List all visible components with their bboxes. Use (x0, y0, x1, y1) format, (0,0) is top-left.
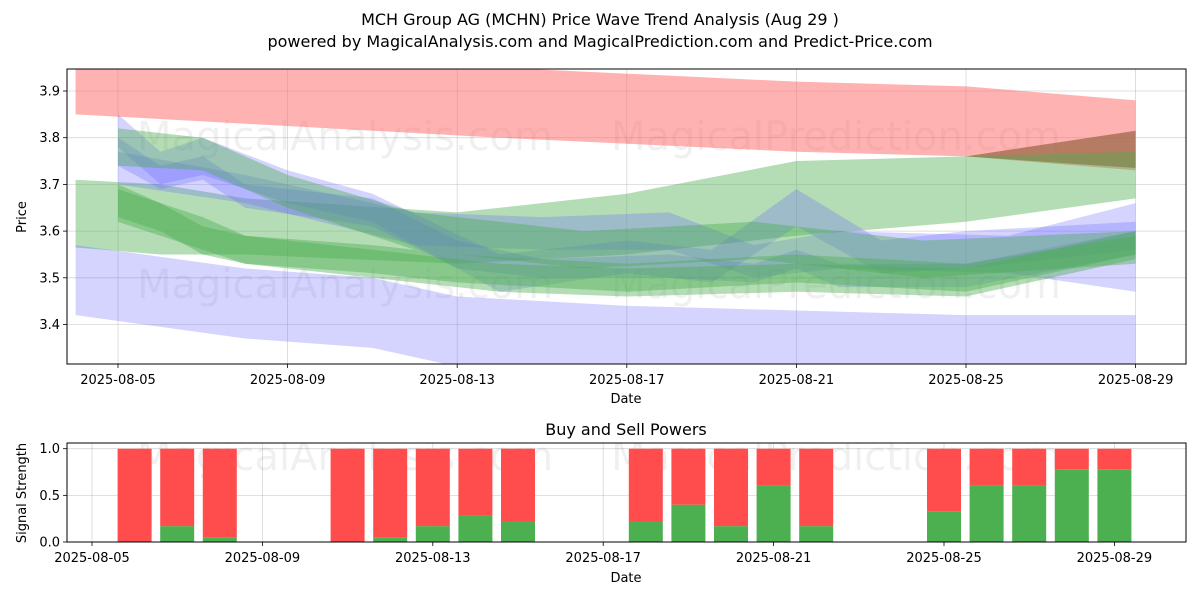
buy-bar (501, 521, 535, 542)
price-x-label: Date (610, 392, 641, 407)
price-x-tick-label: 2025-08-05 (80, 373, 156, 388)
buy-bar (202, 537, 237, 542)
brown-wave-band (966, 130, 1136, 169)
sell-bar (799, 448, 834, 527)
price-panel: MagicalAnalysis.com MagicalPrediction.com… (15, 68, 1187, 407)
power-panel: Buy and Sell Powers MagicalAnalysis.comM… (15, 420, 1187, 586)
sell-bar (117, 448, 152, 542)
blue-wave-band (75, 245, 1136, 364)
buy-bar (1054, 469, 1089, 542)
green-wave-band (118, 184, 1136, 292)
power-title: Buy and Sell Powers (545, 420, 707, 439)
chart-title: MCH Group AG (MCHN) Price Wave Trend Ana… (361, 10, 839, 29)
blue-wave-band (118, 151, 1136, 292)
price-x-tick-label: 2025-08-29 (1098, 373, 1174, 388)
price-x-tick-label: 2025-08-21 (759, 373, 835, 388)
price-y-tick-label: 3.4 (39, 318, 60, 333)
buy-bar (415, 526, 450, 542)
power-y-tick-label: 1.0 (39, 442, 60, 457)
buy-bar (628, 521, 663, 542)
sell-bar (1012, 448, 1047, 486)
buy-bar (714, 526, 748, 542)
green-wave-band (118, 189, 1136, 297)
buy-bar (799, 526, 834, 542)
green-wave-band (75, 151, 1136, 264)
sell-bar (628, 448, 663, 522)
buy-bar (373, 537, 408, 542)
sell-bar (458, 448, 493, 516)
buy-bar (1097, 469, 1132, 542)
sell-bar (373, 448, 408, 538)
price-y-tick-label: 3.6 (39, 225, 60, 240)
power-y-tick-label: 0.0 (39, 536, 60, 551)
power-x-ticks: 2025-08-05 2025-08-09 2025-08-13 2025-08-17… (54, 542, 1152, 566)
sell-bar (671, 448, 706, 505)
buy-bar (927, 511, 961, 542)
power-x-label: Date (610, 571, 641, 586)
red-wave-band (75, 69, 1136, 171)
sell-bar (714, 448, 748, 527)
power-x-tick-label: 2025-08-09 (225, 551, 301, 566)
sell-bar (415, 448, 450, 527)
buy-bar (671, 504, 706, 542)
green-wave-band (118, 128, 1136, 278)
buy-bar (1012, 485, 1047, 542)
sell-bar (202, 448, 237, 538)
price-y-tick-label: 3.7 (39, 178, 60, 193)
power-x-tick-label: 2025-08-17 (565, 551, 641, 566)
buy-bar (969, 485, 1004, 542)
price-bands (75, 69, 1136, 364)
sell-bar (927, 448, 961, 512)
buy-bar (160, 526, 195, 542)
price-y-ticks: 3.4 3.5 3.6 3.7 3.8 3.9 (39, 85, 67, 333)
sell-bar (756, 448, 791, 486)
power-y-ticks: 0.0 0.5 1.0 (39, 442, 67, 551)
power-x-tick-label: 2025-08-21 (736, 551, 812, 566)
power-y-tick-label: 0.5 (39, 489, 60, 504)
sell-bar (160, 448, 195, 527)
blue-wave-band (118, 114, 1136, 292)
power-bars (117, 448, 1132, 542)
power-x-tick-label: 2025-08-05 (54, 551, 130, 566)
watermark-text: MagicalPrediction.com (611, 262, 1061, 308)
power-y-label: Signal Strength (15, 443, 30, 543)
price-x-tick-label: 2025-08-17 (589, 373, 665, 388)
sell-bar (1054, 448, 1089, 470)
price-y-tick-label: 3.9 (39, 85, 60, 100)
price-y-tick-label: 3.8 (39, 131, 60, 146)
sell-bar (1097, 448, 1132, 470)
price-y-label: Price (15, 201, 30, 233)
buy-bar (756, 485, 791, 542)
price-x-tick-label: 2025-08-09 (250, 373, 326, 388)
buy-bar (458, 515, 493, 542)
sell-bar (969, 448, 1004, 486)
price-y-tick-label: 3.5 (39, 271, 60, 286)
sell-bar (330, 448, 365, 542)
blue-wave-band (118, 137, 1136, 288)
power-axes-frame (66, 442, 1187, 543)
price-x-tick-label: 2025-08-25 (928, 373, 1004, 388)
price-x-tick-label: 2025-08-13 (419, 373, 495, 388)
price-x-ticks: 2025-08-05 2025-08-09 2025-08-13 2025-08-17… (80, 364, 1173, 388)
sell-bar (501, 448, 535, 522)
power-x-tick-label: 2025-08-25 (906, 551, 982, 566)
chart-subtitle: powered by MagicalAnalysis.com and Magic… (267, 32, 932, 51)
power-x-tick-label: 2025-08-29 (1077, 551, 1153, 566)
power-x-tick-label: 2025-08-13 (395, 551, 471, 566)
watermark-text: MagicalAnalysis.com (137, 262, 553, 308)
